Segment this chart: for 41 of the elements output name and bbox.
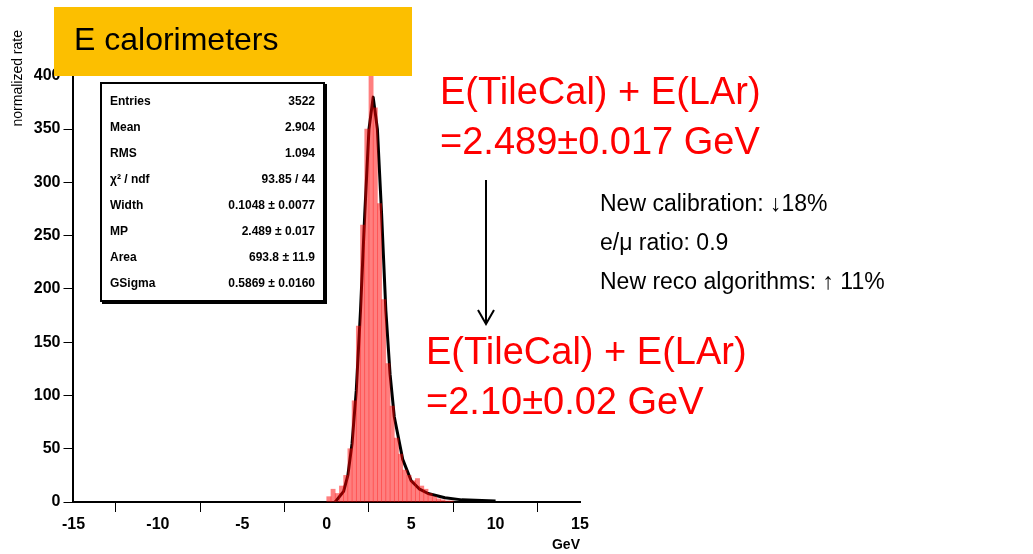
x-axis-title: GeV <box>551 536 581 553</box>
annotation: 2.489 ± 0.017 <box>241 223 315 240</box>
y-tick-label: 350 <box>33 119 61 137</box>
text: New reco algorithms: ↑ 11% <box>600 268 885 295</box>
annotation: RMS <box>110 145 137 162</box>
annotation: Area <box>110 249 137 266</box>
annotation: GSigma <box>110 275 156 292</box>
annotation: MP <box>110 223 128 240</box>
text: e/μ ratio: 0.9 <box>600 229 729 256</box>
annotation: 0.1048 ± 0.0077 <box>228 197 315 214</box>
annotation: Mean <box>110 119 141 136</box>
annotation: E(TileCal) + E(LAr) <box>440 70 761 113</box>
annotation: =2.10±0.02 GeV <box>426 380 704 423</box>
x-tick-label: 5 <box>406 515 416 533</box>
annotation: χ² / ndf <box>110 171 150 188</box>
y-tick-label: 50 <box>42 439 61 457</box>
x-tick-label: 15 <box>571 515 589 533</box>
y-tick-label: 150 <box>33 332 61 350</box>
annotation: 93.85 / 44 <box>261 171 315 188</box>
annotation: E(TileCal) + E(LAr) <box>426 330 747 373</box>
annotation: =2.489±0.017 GeV <box>440 120 760 163</box>
text: New calibration: ↓18% <box>600 190 828 217</box>
x-tick-label: -10 <box>146 515 170 533</box>
annotation: 2.904 <box>284 119 315 136</box>
y-axis-title: normalized rate <box>9 29 26 127</box>
annotation: 3522 <box>288 93 315 110</box>
annotation: Width <box>110 197 144 214</box>
x-tick-label: -15 <box>61 515 86 533</box>
y-tick-label: 200 <box>33 279 61 297</box>
y-tick-label: 300 <box>33 172 61 190</box>
x-tick-label: 0 <box>322 515 332 533</box>
y-tick-label: 0 <box>51 492 61 510</box>
annotation: Entries <box>110 93 151 110</box>
annotation: 1.094 <box>284 145 315 162</box>
y-tick-label: 100 <box>33 385 61 403</box>
x-tick-label: -5 <box>235 515 250 533</box>
chart-title: E calorimeters <box>74 21 279 58</box>
y-tick-label: 250 <box>33 226 61 244</box>
annotation: 693.8 ± 11.9 <box>249 249 315 266</box>
x-tick-label: 10 <box>486 515 505 533</box>
annotation: 0.5869 ± 0.0160 <box>228 275 315 292</box>
